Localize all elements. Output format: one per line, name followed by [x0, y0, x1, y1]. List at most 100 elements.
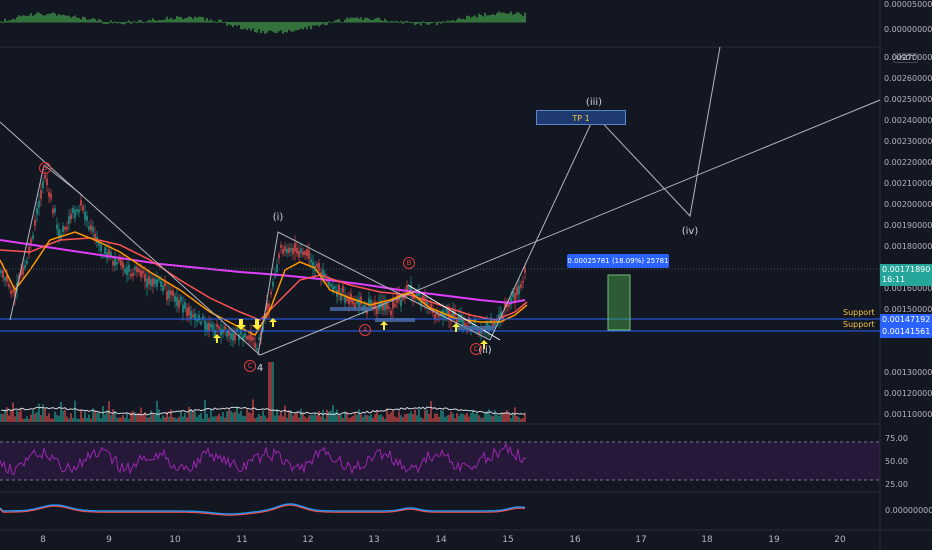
histogram-bar: [170, 17, 172, 23]
volume-bar: [84, 411, 86, 422]
volume-bar: [52, 418, 54, 422]
measure-label[interactable]: 0.00025781 (18.09%) 25781: [567, 254, 669, 268]
histogram-bar: [200, 16, 202, 23]
histogram-bar: [18, 15, 20, 23]
arrow-up-icon: [480, 340, 488, 349]
histogram-bar: [446, 20, 448, 23]
histogram-bar: [12, 18, 14, 23]
currency-badge[interactable]: USDT: [893, 53, 919, 63]
support-label-1: Support: [843, 308, 875, 317]
histogram-bar: [370, 19, 372, 23]
wave-iv-label: (iv): [681, 226, 699, 237]
volume-bar: [70, 413, 72, 422]
candle-body: [288, 247, 290, 253]
volume-bar: [502, 412, 504, 422]
macd-value: 0.00000000: [885, 506, 932, 515]
candle-body: [42, 180, 44, 188]
candle-body: [146, 278, 148, 288]
volume-bar: [444, 416, 446, 422]
volume-bar: [40, 415, 42, 422]
histogram-bar: [384, 18, 386, 23]
histogram-bar: [408, 21, 410, 23]
histogram-bar: [342, 22, 344, 23]
volume-bar: [520, 418, 522, 422]
volume-bar: [336, 409, 338, 422]
candle-body: [10, 290, 12, 295]
time-tick: 20: [834, 535, 846, 545]
histogram-bar: [380, 20, 382, 23]
top-panel-value-1: 0.00005000: [884, 0, 932, 9]
candle-body: [92, 226, 94, 232]
histogram-bar: [382, 20, 384, 23]
histogram-bar: [434, 21, 436, 23]
candle-body: [162, 285, 164, 291]
histogram-bar: [522, 15, 524, 23]
histogram-bar: [332, 22, 334, 23]
volume-bar: [404, 414, 406, 422]
histogram-bar: [260, 22, 262, 34]
arrow-up-icon: [213, 334, 221, 343]
volume-bar: [204, 400, 206, 422]
candle-body: [338, 284, 340, 293]
candle-body: [372, 305, 374, 310]
volume-bar: [482, 417, 484, 422]
volume-bar: [228, 409, 230, 422]
volume-bar: [60, 401, 62, 422]
candle-body: [156, 279, 158, 287]
histogram-bar: [72, 16, 74, 23]
candle-body: [178, 300, 180, 308]
volume-bar: [342, 417, 344, 422]
candle-body: [316, 263, 318, 267]
histogram-bar: [306, 22, 308, 30]
volume-bar: [320, 416, 322, 422]
histogram-bar: [428, 22, 430, 25]
histogram-bar: [452, 19, 454, 23]
current-price-value: 0.00171890: [882, 265, 931, 274]
volume-bar: [256, 417, 258, 422]
circle-b-marker: B: [39, 162, 51, 174]
price-tick: 0.00270000: [884, 53, 932, 62]
volume-bar: [122, 414, 124, 422]
candle-body: [254, 342, 256, 348]
time-tick: 17: [635, 535, 647, 545]
histogram-bar: [254, 22, 256, 33]
candle-body: [308, 250, 310, 259]
volume-bar: [198, 414, 200, 422]
volume-bar: [188, 406, 190, 422]
candle-body: [136, 267, 138, 273]
candle-body: [290, 247, 292, 252]
candle-body: [50, 193, 52, 200]
volume-bar: [276, 409, 278, 422]
volume-bar: [236, 406, 238, 422]
histogram-bar: [160, 20, 162, 23]
histogram-bar: [518, 12, 520, 23]
histogram-bar: [432, 22, 434, 23]
volume-bar: [200, 413, 202, 422]
histogram-bar: [190, 16, 192, 23]
histogram-bar: [228, 22, 230, 25]
histogram-bar: [410, 22, 412, 24]
volume-bar: [78, 418, 80, 422]
histogram-bar: [250, 22, 252, 31]
volume-bar: [174, 417, 176, 422]
volume-bar: [10, 411, 12, 422]
candle-body: [208, 322, 210, 331]
candle-body: [114, 258, 116, 266]
histogram-bar: [64, 15, 66, 23]
histogram-bar: [496, 13, 498, 23]
tp-label[interactable]: TP 1: [536, 110, 626, 125]
volume-bar: [298, 417, 300, 422]
volume-bar: [506, 410, 508, 422]
histogram-bar: [186, 17, 188, 23]
top-panel-value-2: 0.00000000: [884, 25, 932, 34]
histogram-bar: [28, 15, 30, 23]
histogram-bar: [44, 15, 46, 23]
histogram-bar: [354, 17, 356, 23]
price-tick: 0.00250000: [884, 95, 932, 104]
histogram-bar: [268, 22, 270, 31]
volume-bar: [356, 414, 358, 422]
histogram-bar: [264, 22, 266, 34]
candle-body: [410, 285, 412, 295]
